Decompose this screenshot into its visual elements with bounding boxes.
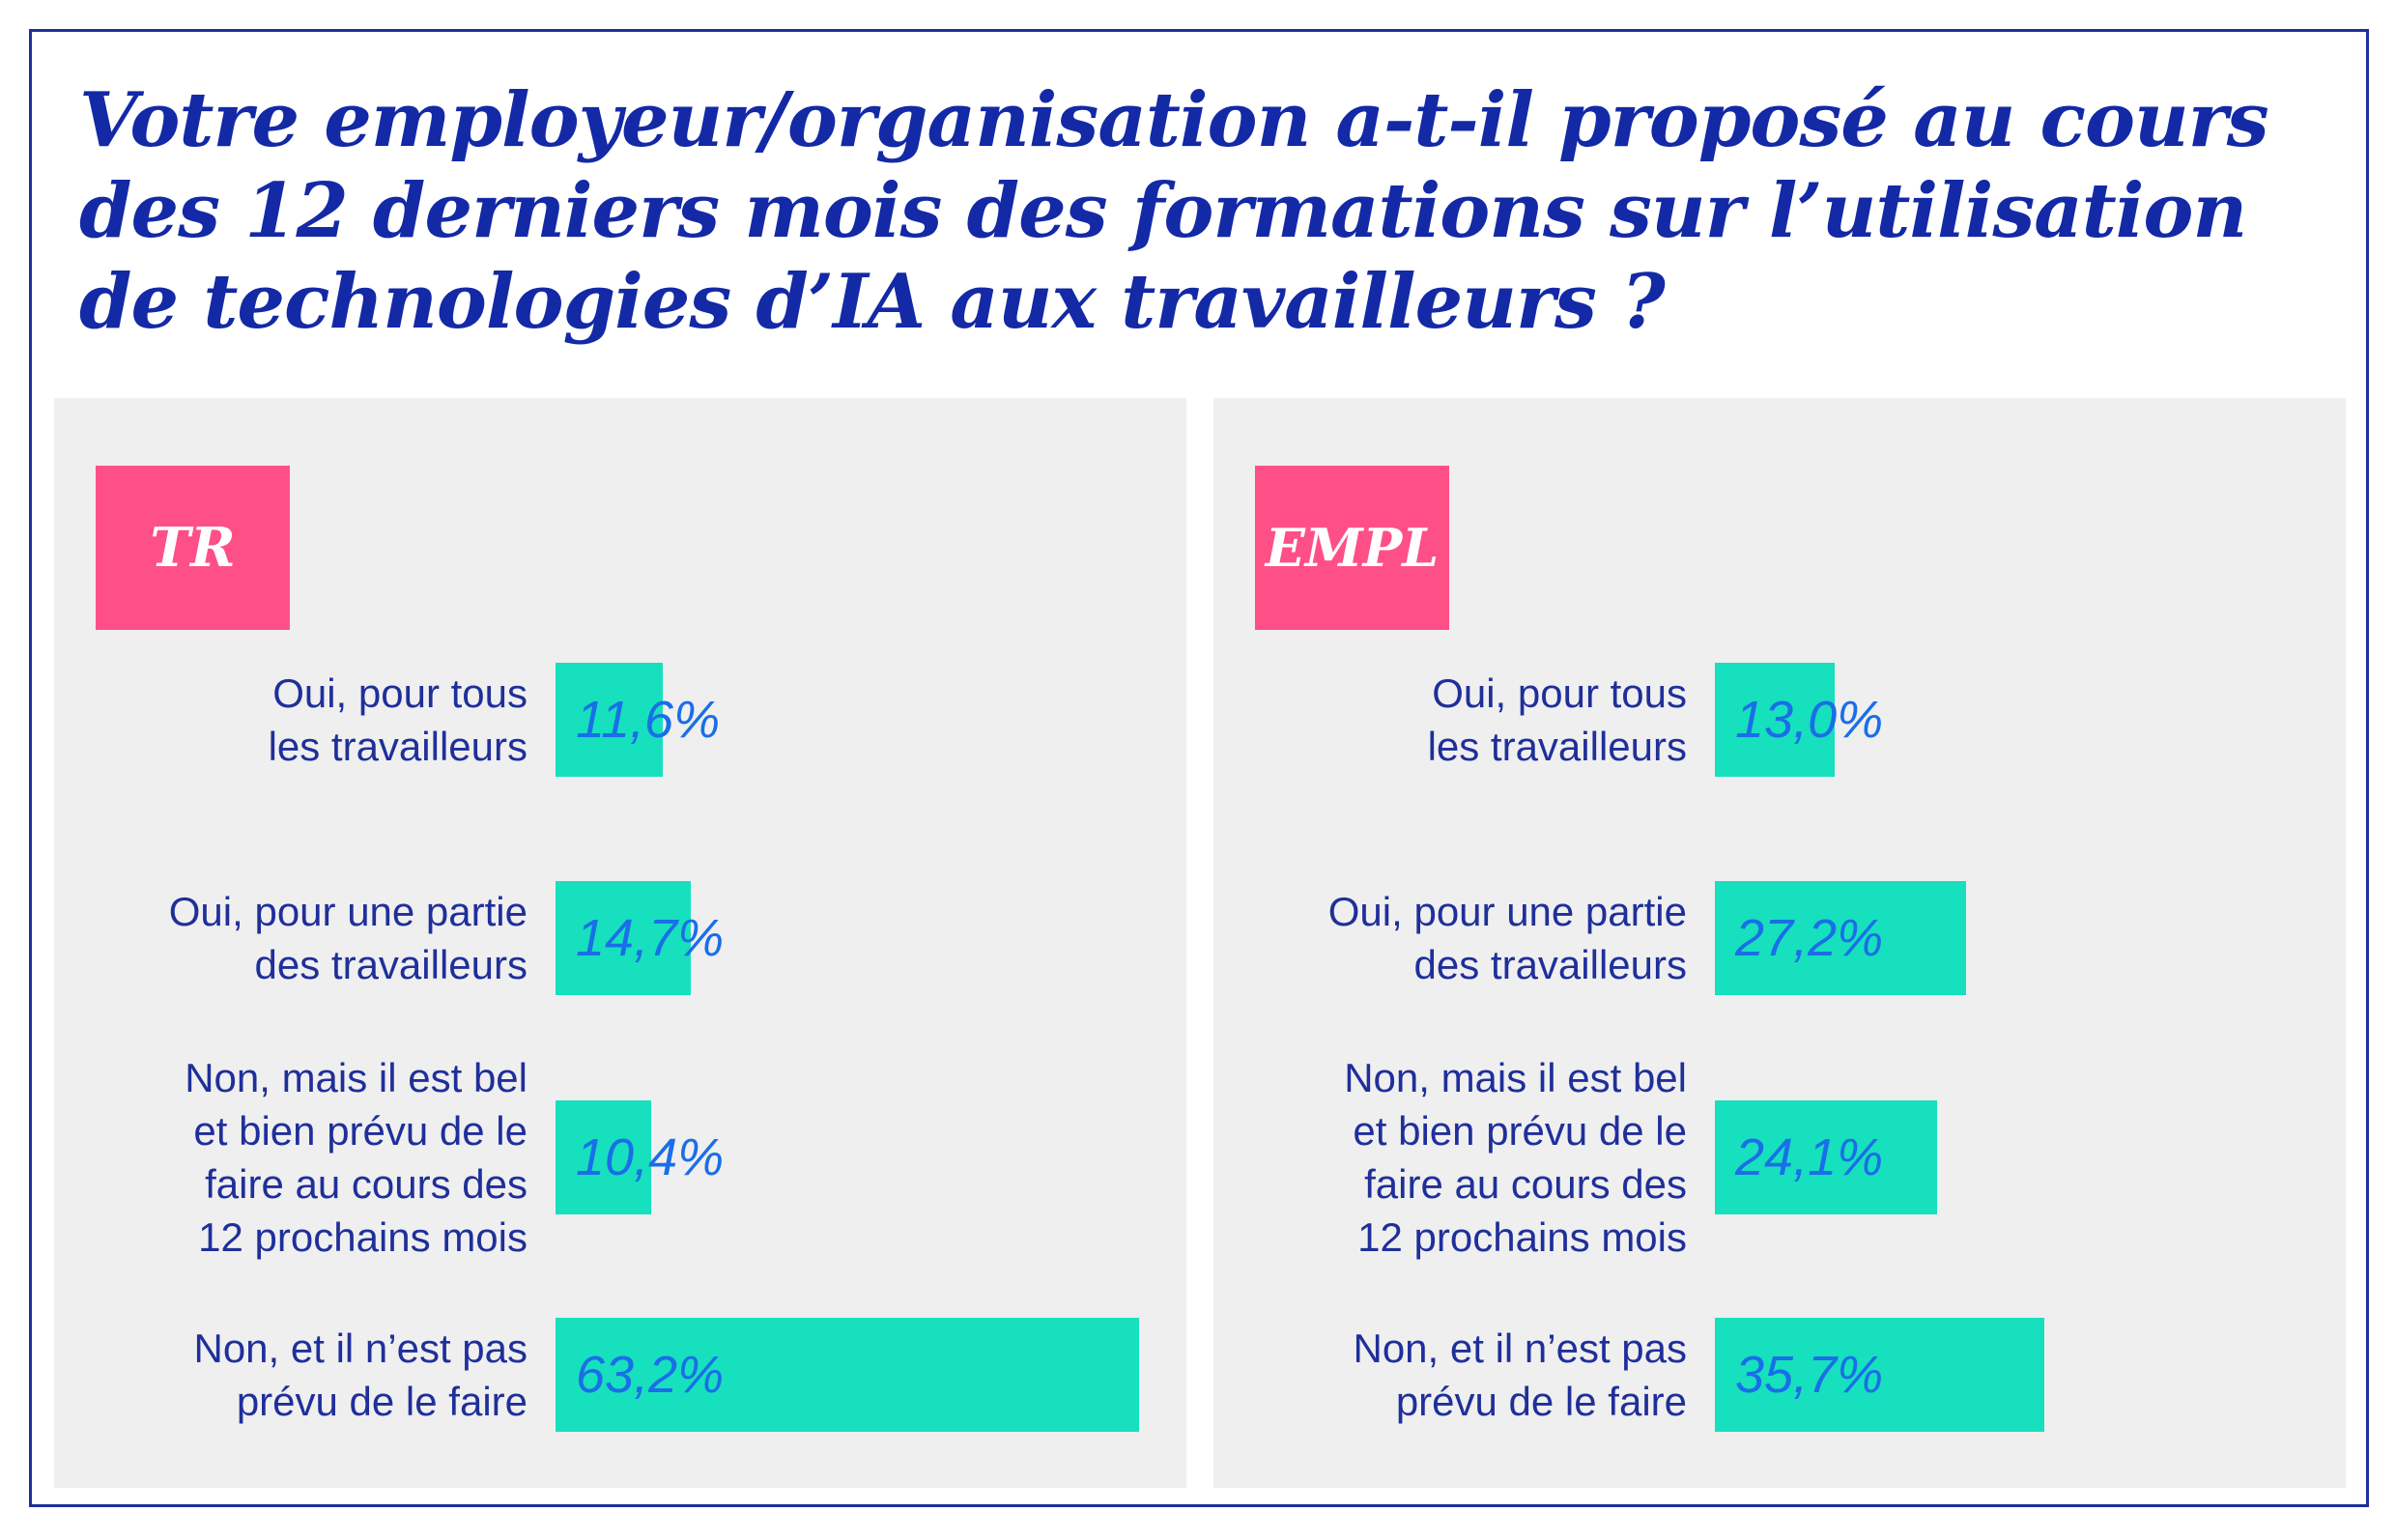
data-label: 11,6% [576,691,721,749]
data-label: 14,7% [576,909,725,967]
data-label: 10,4% [576,1128,725,1186]
chart-title: Votre employeur/organisation a-t-il prop… [79,76,2269,346]
panel-tr: TR Oui, pour tous les travailleurs 11,6% O… [54,398,1186,1488]
category-label: Oui, pour une partie des travailleurs [1327,889,1687,987]
bar [556,881,691,995]
bar [1715,1318,2044,1432]
data-label: 13,0% [1735,691,1884,749]
bar [556,1318,1139,1432]
data-label: 27,2% [1735,909,1884,967]
bar [1715,663,1835,777]
bar [556,1100,651,1214]
category-label: Non, et il n’est pas prévu de le faire [193,1326,528,1424]
panel-tag-tr: TR [96,466,290,630]
category-label: Oui, pour tous les travailleurs [1427,670,1687,769]
category-label: Oui, pour une partie des travailleurs [168,889,528,987]
category-label: Oui, pour tous les travailleurs [268,670,528,769]
bar [1715,881,1966,995]
bar [1715,1100,1937,1214]
panel-tag-empl: EMPL [1255,466,1449,630]
category-label: Non, et il n’est pas prévu de le faire [1353,1326,1687,1424]
category-label: Non, mais il est bel et bien prévu de le… [1344,1055,1687,1260]
data-label: 35,7% [1735,1346,1884,1404]
category-label: Non, mais il est bel et bien prévu de le… [185,1055,528,1260]
panel-empl: EMPL Oui, pour tous les travailleurs 13,0… [1213,398,2346,1488]
data-label: 63,2% [576,1346,725,1404]
data-label: 24,1% [1735,1128,1884,1186]
bar [556,663,663,777]
